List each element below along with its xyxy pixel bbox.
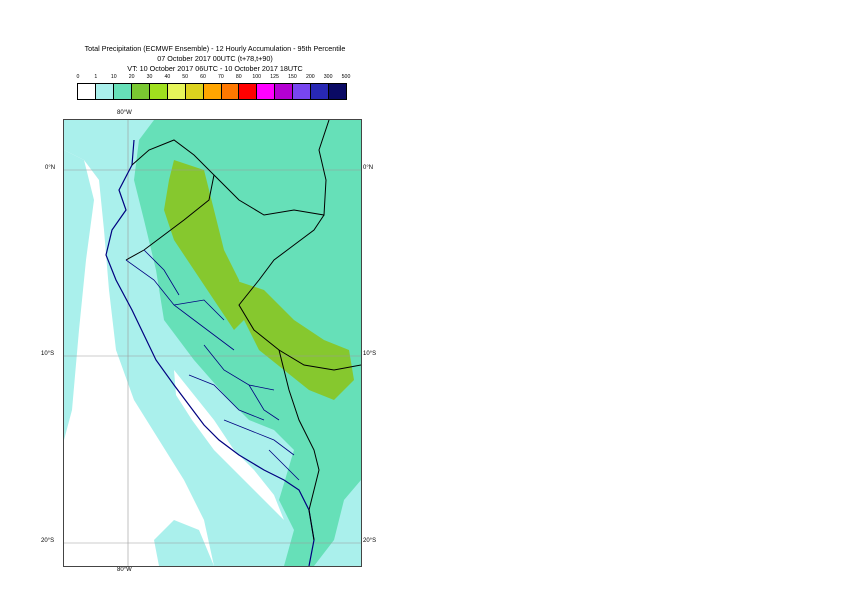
coastal-dry-strip <box>174 370 284 520</box>
legend-swatch <box>293 84 312 99</box>
legend-swatch <box>203 84 222 99</box>
legend-swatch <box>275 84 294 99</box>
precip-green-north <box>164 160 244 330</box>
legend-threshold-label: 100 <box>252 74 261 80</box>
precipitation-map <box>63 119 362 567</box>
border-peru-brazil-bolivia <box>238 214 361 371</box>
legend-threshold-label: 0 <box>76 74 80 80</box>
legend-swatches <box>77 83 347 100</box>
legend-threshold-label: 70 <box>218 74 224 80</box>
legend-threshold-label: 40 <box>164 74 171 80</box>
legend-threshold-label: 200 <box>305 74 315 80</box>
lat-label-20-left: 20°S <box>41 538 55 544</box>
border-peru-colombia-brazil <box>213 120 330 216</box>
legend-swatch <box>257 84 276 99</box>
lon-label-bottom: 80°W <box>117 567 132 573</box>
lat-label-0-left: 0°N <box>45 165 56 171</box>
legend-threshold-label: 60 <box>200 74 206 80</box>
legend-threshold-label: 50 <box>182 74 189 80</box>
legend-threshold-label: 300 <box>323 74 333 80</box>
lon-label-top: 80°W <box>117 110 132 116</box>
legend-swatch <box>95 84 114 99</box>
precip-mid-south-patch <box>279 450 361 566</box>
legend-threshold-label: 10 <box>110 74 117 80</box>
lat-label-10-left: 10°S <box>41 351 55 357</box>
coastline <box>105 139 315 566</box>
legend-threshold-label: 80 <box>235 74 242 80</box>
legend-threshold-label: 500 <box>341 74 351 80</box>
border-peru-bolivia-chile <box>278 349 320 541</box>
title-line-3: VT: 10 October 2017 06UTC - 10 October 2… <box>127 64 303 73</box>
title-line-1: Total Precipitation (ECMWF Ensemble) - 1… <box>84 44 346 53</box>
legend-threshold-label: 30 <box>146 74 153 80</box>
lat-label-0-right: 0°N <box>363 165 374 171</box>
legend-swatch <box>185 84 204 99</box>
legend-threshold-label: 125 <box>270 74 279 80</box>
legend-labels: 0 1 10 20 30 40 50 60 70 80 100 125 150 200 300 500 <box>77 74 357 83</box>
legend-threshold-label: 1 <box>94 74 98 80</box>
legend-swatch <box>113 84 132 99</box>
legend-swatch <box>239 84 258 99</box>
legend-swatch <box>329 84 347 99</box>
legend-swatch <box>149 84 168 99</box>
legend-swatch <box>221 84 240 99</box>
border-ecuador-peru <box>125 139 215 261</box>
lat-label-10-right: 10°S <box>363 351 377 357</box>
precip-green-central <box>234 280 354 400</box>
legend-swatch <box>311 84 330 99</box>
color-legend: 0 1 10 20 30 40 50 60 70 80 100 125 150 200 300 500 <box>77 74 357 100</box>
legend-threshold-label: 20 <box>128 74 135 80</box>
map-canvas <box>64 120 361 566</box>
legend-swatch <box>131 84 150 99</box>
legend-swatch <box>78 84 96 99</box>
legend-swatch <box>167 84 186 99</box>
title-line-2: 07 October 2017 00UTC (t+78,t+90) <box>157 54 273 63</box>
lat-label-20-right: 20°S <box>363 538 377 544</box>
regional-borders <box>125 249 300 481</box>
precip-light-ocean-patch <box>64 150 94 440</box>
legend-threshold-label: 150 <box>288 74 297 80</box>
